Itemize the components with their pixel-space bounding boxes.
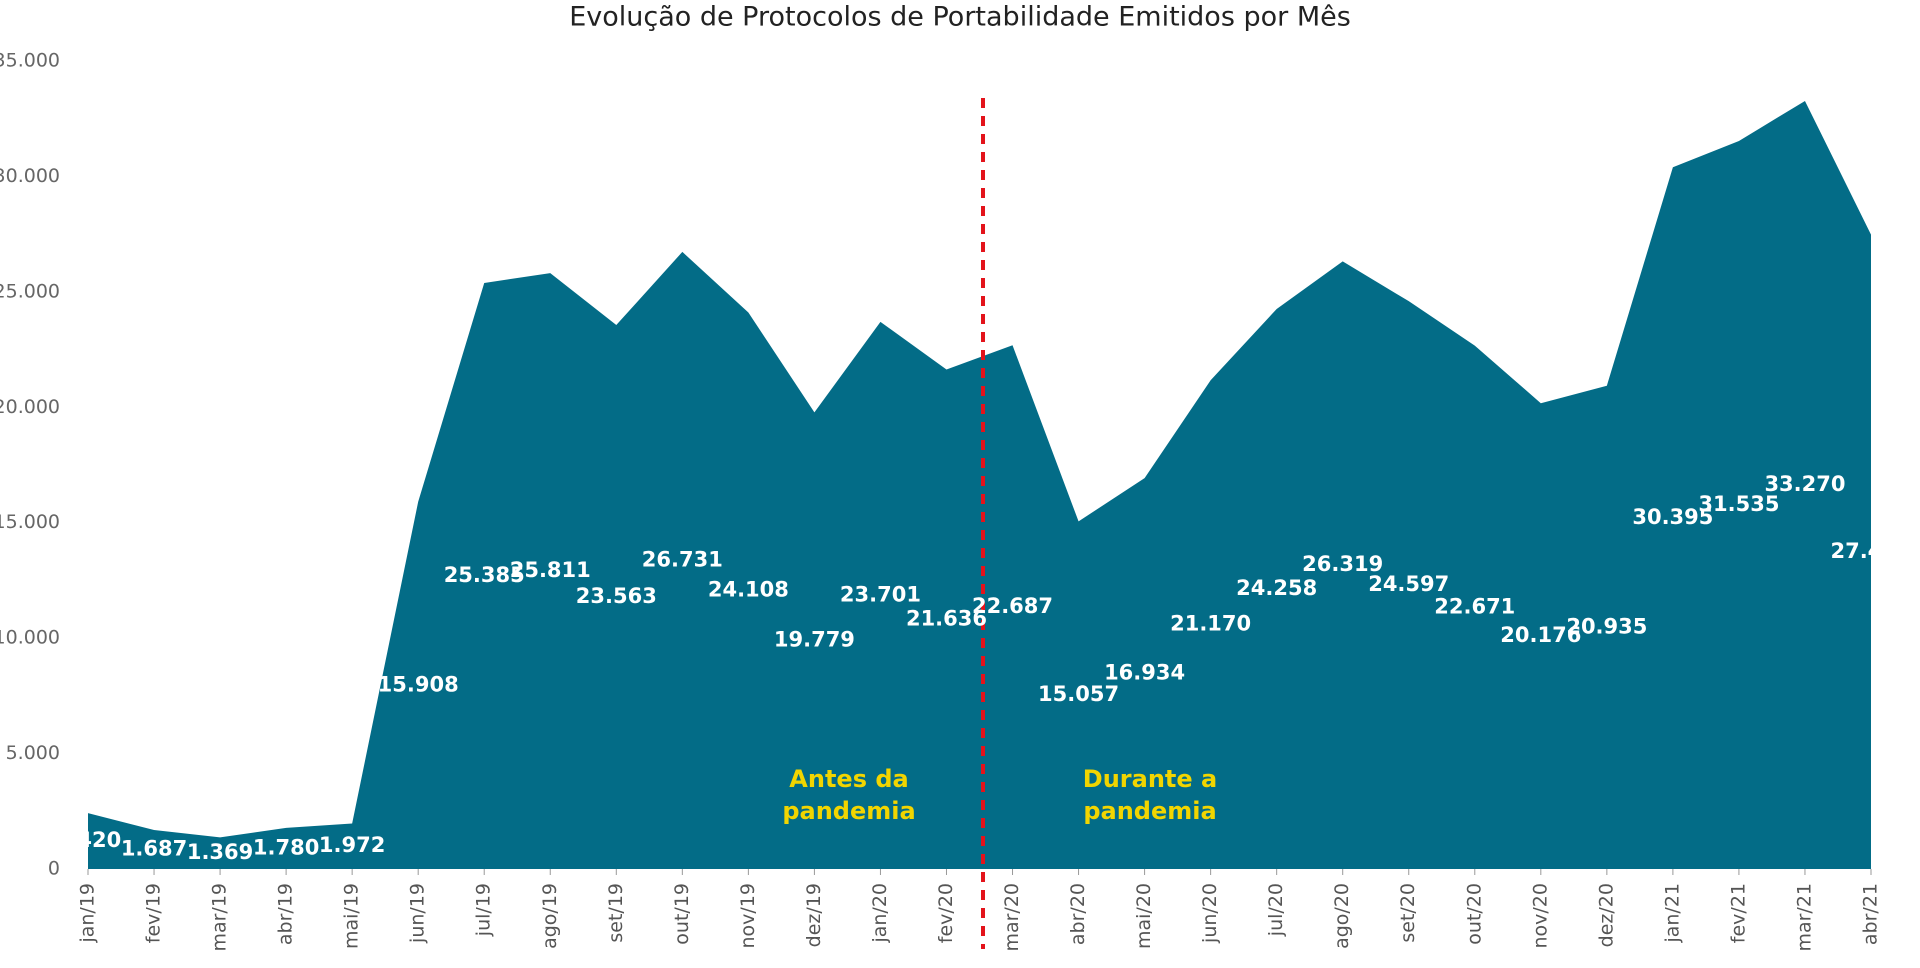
x-tick-label: set/19 — [605, 883, 627, 943]
x-tick-label: jul/19 — [473, 883, 495, 937]
x-tick-label: set/20 — [1397, 883, 1419, 943]
value-label: 19.779 — [774, 628, 855, 652]
value-label: 15.908 — [378, 672, 459, 696]
chart-title: Evolução de Protocolos de Portabilidade … — [569, 2, 1351, 33]
value-label: 25.811 — [510, 558, 591, 582]
value-label: 26.731 — [642, 547, 723, 571]
x-tick-label: ago/19 — [539, 883, 561, 949]
y-tick-label: 10.000 — [0, 627, 60, 649]
x-tick-label: mar/21 — [1793, 883, 1815, 952]
value-label: 1.780 — [253, 835, 319, 859]
value-label: 1.972 — [319, 833, 385, 857]
value-label: 24.597 — [1368, 572, 1449, 596]
x-tick-label: dez/20 — [1595, 883, 1617, 947]
x-tick-label: fev/20 — [935, 883, 957, 943]
y-tick-label: 30.000 — [0, 165, 60, 187]
value-label: 21.636 — [906, 606, 987, 630]
value-label: 23.701 — [840, 582, 921, 606]
value-label: 21.170 — [1170, 612, 1251, 636]
x-tick-label: jun/19 — [407, 883, 429, 944]
value-label: 2.420 — [55, 828, 121, 852]
x-tick-label: abr/20 — [1067, 883, 1089, 945]
area — [88, 100, 1871, 869]
value-label: 1.369 — [187, 840, 253, 864]
y-tick-label: 5.000 — [6, 742, 60, 764]
x-tick-label: nov/19 — [737, 883, 759, 949]
value-label: 24.108 — [708, 578, 789, 602]
x-tick-label: abr/19 — [275, 883, 297, 945]
x-tick-label: out/19 — [671, 883, 693, 945]
value-label: 25.385 — [444, 563, 525, 587]
y-tick-label: 20.000 — [0, 396, 60, 418]
y-tick-label: 25.000 — [0, 280, 60, 302]
x-tick-label: jun/20 — [1199, 883, 1221, 944]
value-label: 20.176 — [1500, 623, 1581, 647]
x-tick-label: jan/20 — [869, 883, 891, 944]
x-tick-label: jan/19 — [77, 883, 99, 944]
x-tick-label: ago/20 — [1331, 883, 1353, 949]
x-tick-label: jul/20 — [1265, 883, 1287, 937]
x-tick-label: out/20 — [1463, 883, 1485, 945]
annotation: Antes da — [789, 765, 908, 793]
value-label: 16.934 — [1104, 661, 1185, 685]
value-label: 22.671 — [1434, 594, 1515, 618]
y-tick-label: 35.000 — [0, 50, 60, 72]
value-label: 31.535 — [1698, 492, 1779, 516]
x-tick-label: abr/21 — [1860, 883, 1882, 945]
x-tick-label: mar/19 — [209, 883, 231, 952]
value-label: 23.563 — [576, 584, 657, 608]
annotation: Durante a — [1083, 765, 1217, 793]
value-label: 22.687 — [972, 594, 1053, 618]
x-tick-label: fev/19 — [143, 883, 165, 943]
annotation: pandemia — [782, 797, 915, 825]
x-tick-label: mai/19 — [341, 883, 363, 949]
value-label: 30.395 — [1632, 505, 1713, 529]
x-tick-label: jan/21 — [1661, 883, 1683, 944]
x-tick-label: fev/21 — [1727, 883, 1749, 943]
annotation: pandemia — [1083, 797, 1216, 825]
value-label: 20.935 — [1566, 614, 1647, 638]
value-label: 1.687 — [121, 837, 187, 861]
x-tick-label: dez/19 — [803, 883, 825, 947]
value-label: 27.478 — [1830, 539, 1911, 563]
y-tick-label: 0 — [48, 858, 60, 880]
value-label: 24.258 — [1236, 576, 1317, 600]
value-label: 33.270 — [1764, 472, 1845, 496]
value-label: 26.319 — [1302, 552, 1383, 576]
value-label: 15.057 — [1038, 682, 1119, 706]
x-tick-label: mar/20 — [1001, 883, 1023, 952]
x-tick-label: nov/20 — [1529, 883, 1551, 949]
y-tick-label: 15.000 — [0, 511, 60, 533]
x-tick-label: mai/20 — [1133, 883, 1155, 949]
